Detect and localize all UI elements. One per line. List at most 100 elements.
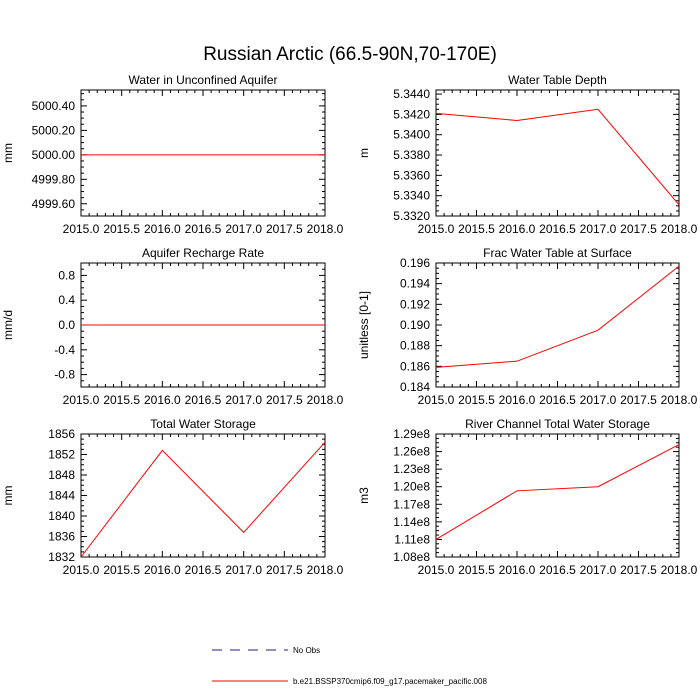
y-tick-label: 0.194 bbox=[400, 277, 430, 291]
plot-frame bbox=[435, 433, 680, 558]
panel-title: Water Table Depth bbox=[508, 73, 607, 87]
y-tick-label: 1.20e8 bbox=[393, 480, 430, 494]
panel-2: Water Table Depth 5.3320 5.3340 5.3360 5.338… bbox=[357, 73, 698, 236]
x-tick-label: 2017.5 bbox=[266, 393, 303, 407]
series-line bbox=[435, 108, 680, 206]
y-tick-label: 1848 bbox=[48, 468, 75, 482]
y-tick-label: 1840 bbox=[48, 509, 75, 523]
x-tick-label: 2016.5 bbox=[539, 563, 576, 577]
plot-frame bbox=[80, 433, 326, 558]
legend-entry: b.e21.BSSP370cmip6.f09_g17.pacemaker_pac… bbox=[212, 677, 487, 686]
y-tick-label: 1852 bbox=[48, 448, 75, 462]
x-tick-label: 2015.0 bbox=[418, 563, 455, 577]
y-tick-label: 1.17e8 bbox=[393, 497, 430, 511]
y-tick-label: 5.3440 bbox=[393, 87, 430, 101]
legend-entry: No Obs bbox=[212, 646, 320, 655]
y-tick-label: 0.0 bbox=[58, 318, 75, 332]
x-tick-label: 2015.0 bbox=[63, 563, 100, 577]
panel-4: Frac Water Table at Surface 0.184 0.186 0.1… bbox=[357, 246, 698, 407]
series-line bbox=[435, 265, 680, 368]
x-tick-label: 2016.0 bbox=[144, 222, 181, 236]
x-tick-label: 2015.5 bbox=[458, 222, 495, 236]
panels-group: Water in Unconfined Aquifer 4999.60 4999.8… bbox=[1, 73, 698, 577]
y-tick-label: 5000.40 bbox=[32, 99, 76, 113]
y-tick-label: 5000.20 bbox=[32, 123, 76, 137]
x-tick-label: 2015.5 bbox=[103, 563, 140, 577]
legend: No Obs b.e21.BSSP370cmip6.f09_g17.pacemak… bbox=[212, 646, 487, 686]
y-tick-label: 1.29e8 bbox=[393, 427, 430, 441]
x-tick-label: 2018.0 bbox=[661, 222, 698, 236]
y-tick-label: 0.8 bbox=[58, 268, 75, 282]
x-tick-label: 2018.0 bbox=[307, 222, 344, 236]
y-axis-label: mm/d bbox=[1, 310, 15, 340]
x-tick-label: 2017.5 bbox=[266, 222, 303, 236]
x-tick-label: 2017.0 bbox=[225, 222, 262, 236]
y-tick-label: 0.196 bbox=[400, 256, 430, 270]
x-tick-label: 2015.0 bbox=[63, 222, 100, 236]
y-tick-label: 0.184 bbox=[400, 380, 430, 394]
y-axis-label: m3 bbox=[357, 487, 371, 504]
x-tick-label: 2017.0 bbox=[580, 563, 617, 577]
y-tick-label: 4999.80 bbox=[32, 172, 76, 186]
y-tick-label: 1.23e8 bbox=[393, 462, 430, 476]
x-tick-label: 2015.0 bbox=[418, 393, 455, 407]
x-tick-label: 2017.0 bbox=[225, 393, 262, 407]
y-tick-label: 1.11e8 bbox=[394, 532, 430, 546]
y-tick-label: 0.188 bbox=[400, 339, 430, 353]
y-tick-label: 5000.00 bbox=[32, 148, 76, 162]
x-tick-label: 2016.5 bbox=[185, 222, 222, 236]
x-tick-label: 2015.5 bbox=[458, 563, 495, 577]
plot-frame bbox=[435, 262, 680, 388]
y-tick-label: 5.3400 bbox=[393, 128, 430, 142]
x-tick-label: 2015.5 bbox=[103, 222, 140, 236]
x-tick-label: 2017.5 bbox=[620, 222, 657, 236]
y-tick-label: 5.3340 bbox=[393, 189, 430, 203]
x-tick-label: 2018.0 bbox=[307, 563, 344, 577]
figure-title: Russian Arctic (66.5-90N,70-170E) bbox=[203, 44, 497, 65]
y-tick-label: 0.190 bbox=[400, 318, 430, 332]
panel-title: Water in Unconfined Aquifer bbox=[129, 73, 278, 87]
legend-label: No Obs bbox=[293, 646, 320, 655]
x-tick-label: 2016.0 bbox=[499, 222, 536, 236]
x-tick-label: 2017.5 bbox=[620, 563, 657, 577]
panel-1: Water in Unconfined Aquifer 4999.60 4999.8… bbox=[1, 73, 344, 236]
x-tick-label: 2017.0 bbox=[580, 222, 617, 236]
x-tick-label: 2016.0 bbox=[144, 563, 181, 577]
plot-frame bbox=[80, 89, 326, 217]
panel-6: River Channel Total Water Storage 1.08e8 1… bbox=[357, 417, 698, 577]
x-tick-label: 2017.5 bbox=[266, 563, 303, 577]
x-tick-label: 2015.0 bbox=[63, 393, 100, 407]
x-tick-label: 2016.0 bbox=[144, 393, 181, 407]
legend-label: b.e21.BSSP370cmip6.f09_g17.pacemaker_pac… bbox=[293, 677, 487, 686]
x-tick-label: 2015.5 bbox=[103, 393, 140, 407]
x-tick-label: 2018.0 bbox=[661, 563, 698, 577]
y-axis-label: unitless [0-1] bbox=[357, 291, 371, 359]
x-tick-label: 2018.0 bbox=[307, 393, 344, 407]
series-line bbox=[80, 441, 326, 558]
series-line bbox=[435, 444, 680, 540]
y-tick-label: 0.4 bbox=[58, 293, 75, 307]
x-tick-label: 2016.5 bbox=[539, 222, 576, 236]
y-tick-label: 5.3320 bbox=[393, 209, 430, 223]
x-tick-label: 2016.0 bbox=[499, 393, 536, 407]
plot-frame bbox=[435, 89, 680, 217]
y-tick-label: 5.3420 bbox=[393, 107, 430, 121]
y-tick-label: 1.08e8 bbox=[393, 550, 430, 564]
x-tick-label: 2017.0 bbox=[580, 393, 617, 407]
y-tick-label: 5.3380 bbox=[393, 148, 430, 162]
y-tick-label: 1844 bbox=[48, 489, 75, 503]
y-tick-label: -0.4 bbox=[54, 343, 75, 357]
y-tick-label: 5.3360 bbox=[393, 168, 430, 182]
y-tick-label: 1.26e8 bbox=[393, 445, 430, 459]
x-tick-label: 2018.0 bbox=[661, 393, 698, 407]
y-tick-label: 1856 bbox=[48, 427, 75, 441]
y-tick-label: 4999.60 bbox=[32, 197, 76, 211]
y-axis-label: m bbox=[357, 148, 371, 158]
y-tick-label: 0.186 bbox=[400, 359, 430, 373]
x-tick-label: 2017.5 bbox=[620, 393, 657, 407]
x-tick-label: 2016.5 bbox=[185, 393, 222, 407]
x-tick-label: 2016.0 bbox=[499, 563, 536, 577]
panel-title: Aquifer Recharge Rate bbox=[142, 246, 264, 260]
y-tick-label: 1832 bbox=[48, 550, 75, 564]
